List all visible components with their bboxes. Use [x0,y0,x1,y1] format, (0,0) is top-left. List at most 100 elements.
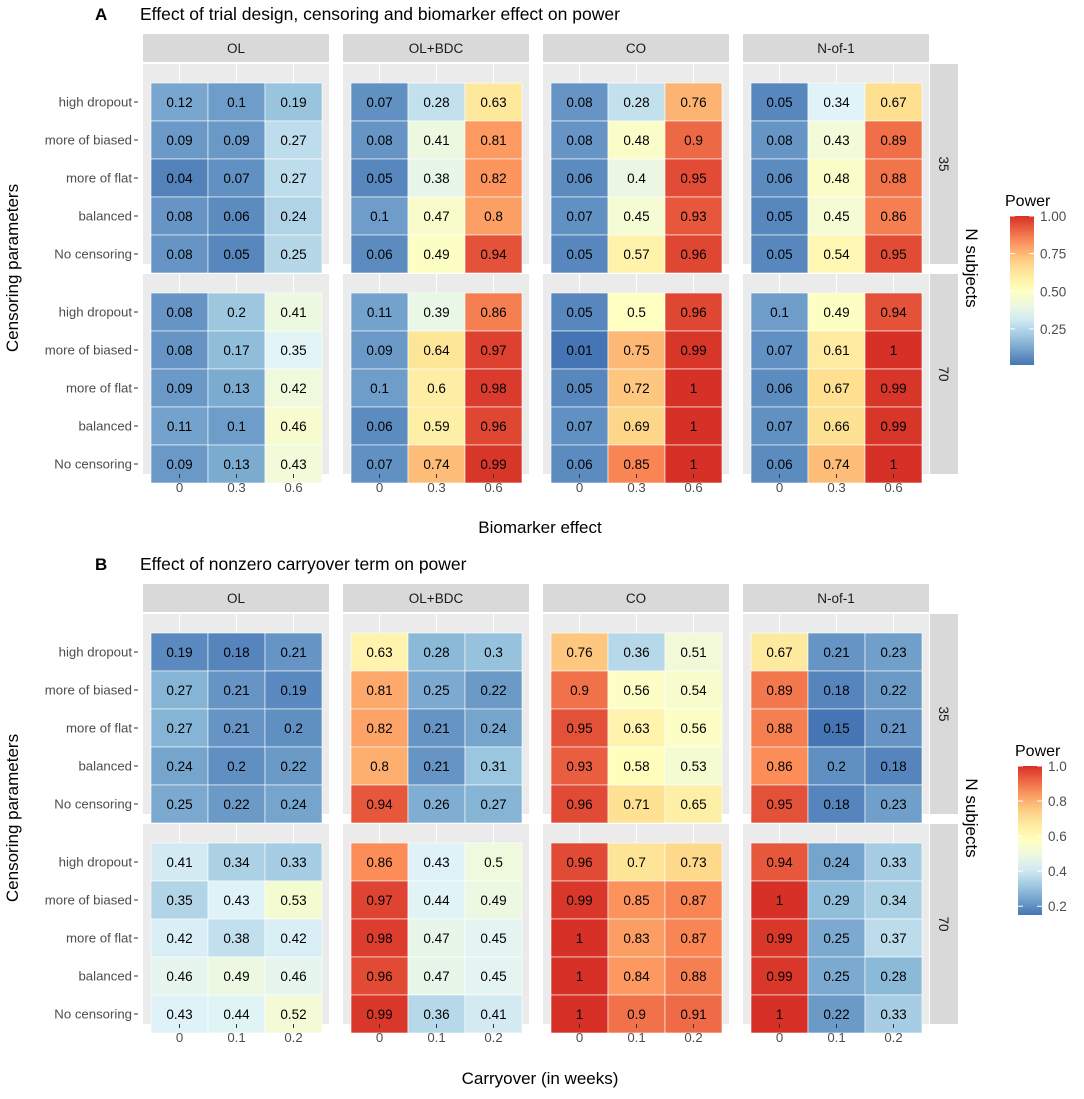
heatmap-tile [150,670,209,710]
tile-value-label: 0.3 [484,645,503,660]
heatmap-tile [264,120,323,160]
heatmap-tile [407,292,466,332]
tile-value-label: 0.1 [370,209,389,224]
tile-value-label: 0.05 [566,381,592,396]
tile-value-label: 0.85 [623,893,649,908]
heatmap-tile [864,842,923,882]
tile-value-label: 0.96 [366,969,392,984]
heatmap-tile [807,330,866,370]
heatmap-tile [264,784,323,824]
row-strip-n-70 [930,824,958,1024]
heatmap-tile [464,918,523,958]
x-tick-label: 0 [776,1030,783,1045]
y-tick-label: No censoring [54,247,132,262]
tile-value-label: 0.04 [166,171,193,186]
tile-value-label: 0.44 [223,1007,250,1022]
tile-value-label: 0.76 [566,645,592,660]
x-tick-label: 0.6 [884,480,902,495]
tile-value-label: 0.21 [223,721,249,736]
facet-strip-label: OL+BDC [409,41,464,56]
heatmap-tile [607,784,666,824]
tile-value-label: 1 [690,381,698,396]
tile-value-label: 0.82 [480,171,506,186]
heatmap-tile [350,670,409,710]
tile-value-label: 0.43 [166,1007,192,1022]
legend-tick-label: 0.2 [1048,899,1067,914]
x-tick-label: 0.6 [684,480,702,495]
facet-strip-label: OL+BDC [409,591,464,606]
y-tick-label: balanced [78,759,132,774]
tile-value-label: 0.99 [480,457,506,472]
heatmap-tile [150,196,209,236]
x-tick-label: 0 [176,1030,183,1045]
heatmap-tile [550,82,609,122]
tile-value-label: 0.51 [680,645,706,660]
tile-value-label: 0.94 [880,305,907,320]
tile-value-label: 0.48 [823,171,849,186]
heatmap-tile [150,918,209,958]
heatmap-tile [150,746,209,786]
tile-value-label: 0.07 [566,209,592,224]
heatmap-tile [350,746,409,786]
heatmap-tile [664,632,723,672]
heatmap-tile [264,158,323,198]
tile-value-label: 0.48 [623,133,649,148]
tile-value-label: 0.07 [766,343,792,358]
tile-value-label: 0.63 [623,721,649,736]
tile-value-label: 0.46 [280,419,306,434]
tile-value-label: 0.95 [566,721,592,736]
tile-value-label: 0.22 [880,683,906,698]
tile-value-label: 0.37 [880,931,906,946]
tile-value-label: 0.36 [423,1007,449,1022]
tile-value-label: 0.87 [680,931,706,946]
tile-value-label: 0.38 [223,931,249,946]
tile-value-label: 0.57 [623,247,649,262]
tile-value-label: 0.99 [566,893,592,908]
heatmap-tile [864,120,923,160]
heatmap-tile [464,632,523,672]
tile-value-label: 0.21 [280,645,306,660]
tile-value-label: 0.38 [423,171,449,186]
heatmap-tile [207,918,266,958]
panel-a-y-axis-title: Censoring parameters [3,184,22,352]
heatmap-tile [807,746,866,786]
heatmap-tile [664,82,723,122]
tile-value-label: 0.95 [680,171,706,186]
heatmap-tile [350,368,409,408]
heatmap-tile [207,842,266,882]
facet-strip-label: CO [626,591,646,606]
y-tick-label: more of flat [66,931,132,946]
heatmap-tile [664,158,723,198]
tile-value-label: 0.24 [823,855,850,870]
heatmap-tile [150,368,209,408]
row-strip-label: 35 [936,706,951,721]
tile-value-label: 0.07 [223,171,249,186]
tile-value-label: 0.42 [166,931,192,946]
tile-value-label: 0.96 [566,797,592,812]
tile-value-label: 0.72 [623,381,649,396]
heatmap-tile [807,406,866,446]
facet-strip-co [543,34,729,62]
panel-a-facet-row-label: N subjects [962,228,981,307]
tile-value-label: 0.24 [280,797,307,812]
tile-value-label: 0.86 [766,759,792,774]
tile-value-label: 0.64 [423,343,450,358]
x-tick-label: 0 [576,480,583,495]
panel-b-x-axis-title: Carryover (in weeks) [462,1069,619,1088]
tile-value-label: 0.24 [166,759,193,774]
tile-value-label: 0.13 [223,381,249,396]
tile-value-label: 0.25 [166,797,192,812]
panel-b-y-axis-title: Censoring parameters [3,734,22,902]
tile-value-label: 0.71 [623,797,649,812]
tile-value-label: 0.34 [823,95,850,110]
tile-value-label: 0.08 [166,247,192,262]
facet-strip-label: CO [626,41,646,56]
tile-value-label: 0.05 [766,247,792,262]
x-tick-label: 0.1 [427,1030,445,1045]
heatmap-tile [864,880,923,920]
heatmap-tile [864,82,923,122]
tile-value-label: 0.43 [823,133,849,148]
tile-value-label: 0.43 [280,457,306,472]
heatmap-tile [407,120,466,160]
heatmap-tile [864,330,923,370]
